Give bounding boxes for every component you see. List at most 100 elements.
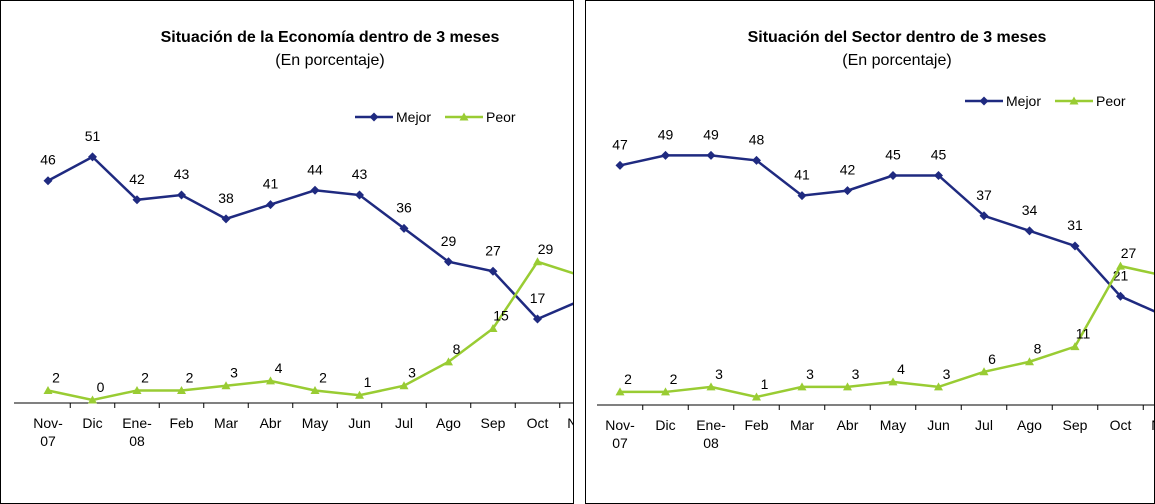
marker (369, 112, 379, 122)
marker (1069, 96, 1079, 105)
x-tick-label: Dic (655, 417, 675, 433)
marker (706, 382, 716, 391)
x-tick-label: Ene-08 (122, 415, 152, 449)
x-tick-label: Feb (169, 415, 193, 431)
data-label: 3 (408, 365, 416, 381)
marker (979, 96, 989, 106)
marker (752, 155, 761, 165)
data-label: 2 (186, 369, 194, 385)
x-tick-label: Abr (837, 417, 859, 433)
marker (797, 382, 807, 391)
data-label: 44 (307, 161, 323, 177)
data-label: 2 (141, 369, 149, 385)
data-label: 42 (840, 162, 856, 178)
marker (132, 195, 142, 205)
data-label: 8 (453, 341, 461, 357)
data-label: 46 (40, 152, 56, 168)
data-label: 38 (218, 190, 234, 206)
data-label: 41 (794, 167, 810, 183)
data-label: 3 (230, 365, 238, 381)
chart: Situación del Sector dentro de 3 meses (E… (597, 29, 1155, 451)
legend-label: Mejor (1006, 93, 1041, 109)
marker (533, 314, 542, 324)
chart-subtitle: (En porcentaje) (275, 52, 384, 69)
chart: Situación de la Economía dentro de 3 mes… (14, 29, 597, 449)
x-tick-label: Mar (790, 417, 814, 433)
marker (444, 257, 453, 267)
data-label: 1 (761, 376, 769, 392)
marker (843, 382, 852, 391)
data-label: 4 (897, 361, 905, 377)
marker (979, 367, 989, 376)
data-label: 4 (275, 360, 283, 376)
x-tick-label: Oct (527, 415, 549, 431)
data-label: 36 (396, 199, 412, 215)
marker (888, 377, 898, 386)
data-label: 3 (943, 366, 951, 382)
x-tick-label: Nov-08 (1151, 417, 1155, 451)
marker (266, 200, 275, 210)
data-label: 11 (1076, 326, 1091, 342)
x-tick-label: May (302, 415, 328, 431)
data-label: 1 (364, 374, 372, 390)
legend-label: Peor (1096, 93, 1126, 109)
marker (488, 266, 498, 276)
x-tick-label: Nov-07 (33, 415, 63, 449)
data-label: 15 (493, 308, 509, 324)
data-label: 31 (1067, 217, 1083, 233)
marker (1070, 241, 1080, 251)
marker (177, 385, 186, 394)
x-tick-label: Ago (436, 415, 461, 431)
marker (934, 171, 943, 180)
x-tick-label: Ene-08 (696, 417, 726, 451)
x-tick-label: Jun (927, 417, 950, 433)
x-tick-label: Jun (348, 415, 371, 431)
marker (355, 190, 364, 200)
data-label: 17 (530, 290, 546, 306)
chart-title: Situación de la Economía dentro de 3 mes… (161, 29, 500, 46)
marker (310, 185, 320, 195)
data-label: 3 (806, 366, 814, 382)
marker (221, 381, 231, 390)
marker (706, 150, 716, 160)
marker (1070, 342, 1080, 351)
marker (399, 381, 409, 390)
x-tick-label: May (880, 417, 906, 433)
marker (444, 357, 453, 366)
data-label: 27 (1121, 245, 1137, 261)
marker (488, 324, 498, 332)
data-label: 3 (715, 366, 723, 382)
x-tick-label: Feb (744, 417, 768, 433)
x-tick-label: Nov-08 (567, 415, 597, 449)
marker (533, 257, 542, 266)
marker (661, 150, 670, 160)
data-label: 43 (174, 166, 190, 182)
data-label: 43 (352, 166, 368, 182)
data-label: 45 (931, 147, 947, 163)
marker (934, 382, 943, 391)
marker (399, 223, 409, 233)
marker (661, 387, 670, 396)
marker (88, 395, 97, 404)
legend-label: Mejor (396, 109, 431, 125)
marker (615, 387, 625, 396)
data-label: 37 (976, 187, 992, 203)
marker (979, 211, 989, 221)
marker (459, 112, 469, 121)
marker (843, 186, 852, 196)
marker (615, 160, 625, 170)
data-label: 27 (485, 242, 501, 258)
marker (43, 385, 53, 394)
data-label: 29 (538, 241, 554, 257)
data-label: 45 (885, 147, 901, 163)
marker (752, 392, 761, 401)
x-tick-label: Abr (260, 415, 282, 431)
data-label: 42 (129, 171, 145, 187)
marker (177, 190, 186, 200)
data-label: 49 (703, 126, 719, 142)
data-label: 8 (1034, 341, 1042, 357)
x-tick-label: Jul (975, 417, 993, 433)
x-tick-label: Ago (1017, 417, 1042, 433)
marker (888, 171, 898, 180)
data-label: 6 (988, 351, 996, 367)
